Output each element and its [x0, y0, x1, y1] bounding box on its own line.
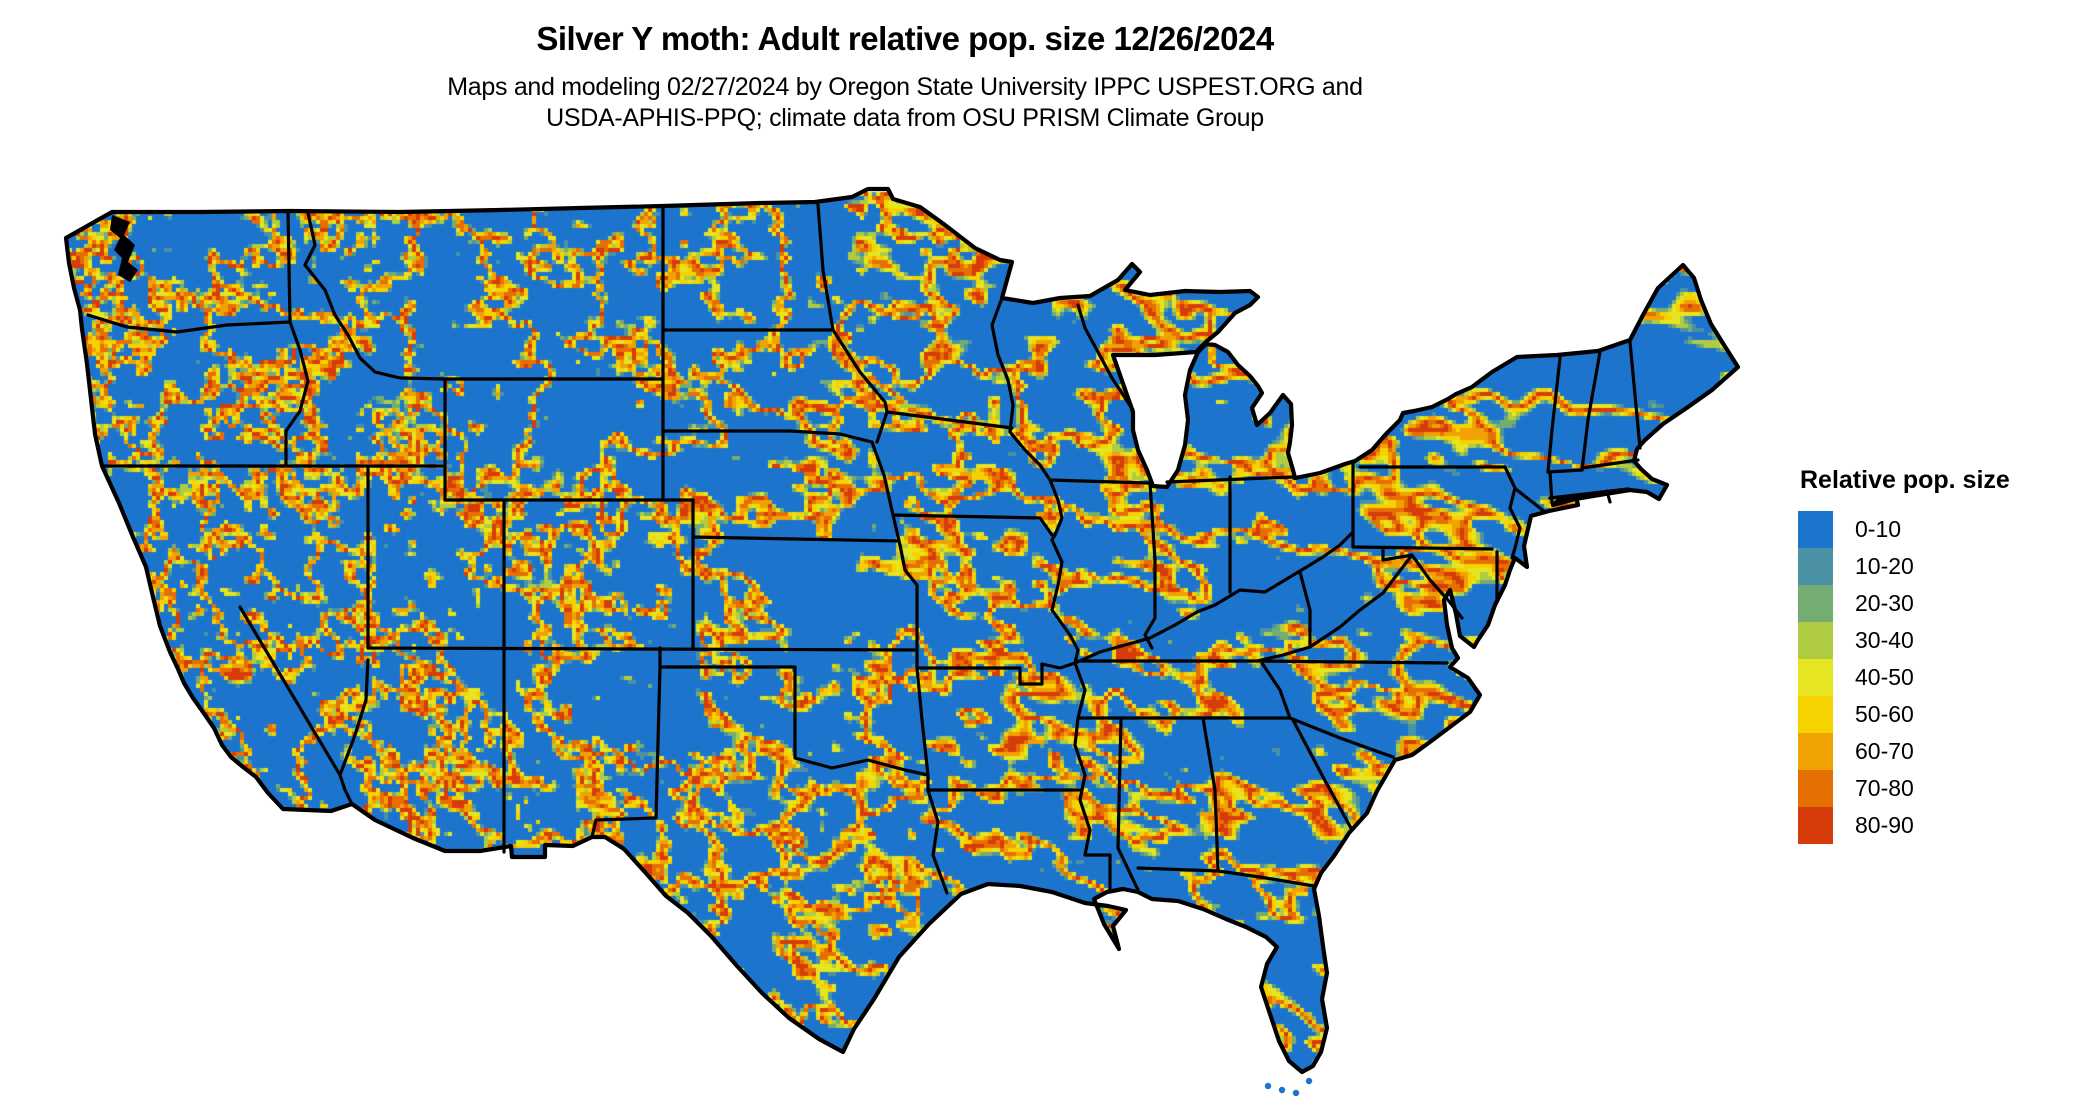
legend-item: 60-70	[1798, 733, 2010, 770]
legend-item-label: 30-40	[1855, 627, 1914, 653]
legend-item: 0-10	[1798, 511, 2010, 548]
legend-item: 20-30	[1798, 585, 2010, 622]
map-title: Silver Y moth: Adult relative pop. size …	[536, 20, 1274, 57]
legend-item: 40-50	[1798, 659, 2010, 696]
us-outline	[63, 186, 1741, 1075]
state-borders	[86, 203, 1642, 895]
legend-items: 0-10 10-20 20-30 30-40 40-50 50-60 60-70 70-80 8…	[1798, 511, 2010, 844]
legend-swatch	[1798, 511, 1833, 548]
legend-swatch	[1798, 585, 1833, 622]
legend-swatch	[1798, 733, 1833, 770]
header: Silver Y moth: Adult relative pop. size …	[0, 20, 1810, 134]
legend-swatch	[1798, 548, 1833, 585]
legend-item: 30-40	[1798, 622, 2010, 659]
legend-swatch	[1798, 659, 1833, 696]
florida-keys-dots	[1264, 1077, 1313, 1097]
map-subtitle-line2: USDA-APHIS-PPQ; climate data from OSU PR…	[546, 104, 1264, 132]
legend-swatch	[1798, 622, 1833, 659]
map-subtitle: Maps and modeling 02/27/2024 by Oregon S…	[0, 72, 1810, 134]
legend-item: 10-20	[1798, 548, 2010, 585]
legend-swatch	[1798, 807, 1833, 844]
legend-item: 70-80	[1798, 770, 2010, 807]
legend-item: 50-60	[1798, 696, 2010, 733]
puget-sound-inlet	[110, 215, 138, 282]
legend-item-label: 40-50	[1855, 664, 1914, 690]
legend-item-label: 10-20	[1855, 553, 1914, 579]
legend-item-label: 80-90	[1855, 812, 1914, 838]
legend-item-label: 50-60	[1855, 701, 1914, 727]
legend: Relative pop. size 0-10 10-20 20-30 30-40 40…	[1798, 466, 2010, 844]
map-subtitle-line1: Maps and modeling 02/27/2024 by Oregon S…	[447, 73, 1363, 101]
legend-item-label: 70-80	[1855, 775, 1914, 801]
legend-swatch	[1798, 770, 1833, 807]
legend-title: Relative pop. size	[1800, 466, 2010, 494]
legend-swatch	[1798, 696, 1833, 733]
legend-item-label: 0-10	[1855, 516, 1902, 542]
legend-item-label: 20-30	[1855, 590, 1914, 616]
legend-item: 80-90	[1798, 807, 2010, 844]
legend-item-label: 60-70	[1855, 738, 1914, 764]
